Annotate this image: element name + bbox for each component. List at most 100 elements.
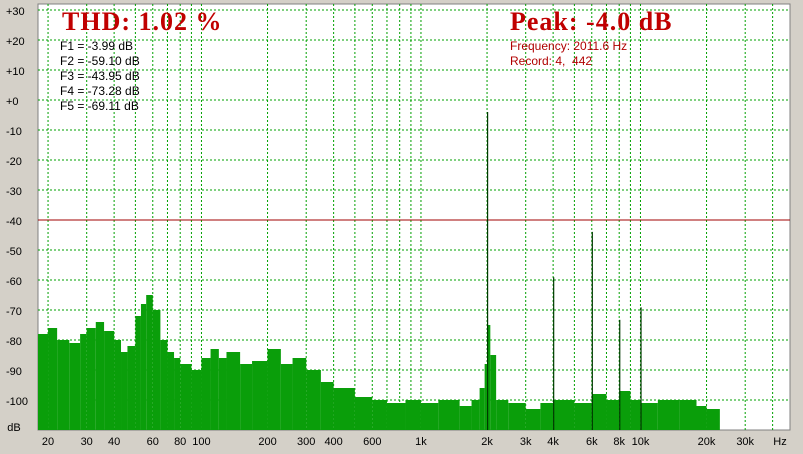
noise-bar <box>146 295 153 430</box>
noise-bar <box>496 400 509 430</box>
noise-bar <box>386 403 406 430</box>
x-tick-label: 20 <box>42 436 54 448</box>
y-axis-label: dB <box>7 422 20 434</box>
noise-bar <box>508 403 526 430</box>
x-tick-label: 600 <box>363 436 381 448</box>
noise-bar <box>405 400 421 430</box>
noise-bar <box>174 358 181 430</box>
noise-bar <box>479 388 485 430</box>
x-tick-label: 60 <box>147 436 159 448</box>
y-tick-label: -100 <box>6 396 28 408</box>
x-tick-label: 400 <box>324 436 342 448</box>
y-tick-label: -70 <box>6 306 22 318</box>
x-tick-label: 30 <box>81 436 93 448</box>
noise-bar <box>121 352 128 430</box>
x-tick-label: 2k <box>481 436 493 448</box>
x-tick-label: 10k <box>632 436 650 448</box>
harmonic-readout: F5 = -69.11 dB <box>60 99 139 113</box>
noise-bar <box>80 334 87 430</box>
x-tick-label: 80 <box>174 436 186 448</box>
y-tick-label: +0 <box>6 96 19 108</box>
y-tick-label: -40 <box>6 216 22 228</box>
noise-bar <box>48 328 58 430</box>
x-tick-label: 6k <box>586 436 598 448</box>
x-tick-label: 1k <box>415 436 427 448</box>
noise-bar <box>86 328 96 430</box>
noise-bar <box>38 334 49 430</box>
noise-bar <box>191 370 202 430</box>
noise-bar <box>95 322 105 430</box>
noise-bar <box>226 352 241 430</box>
y-tick-label: -90 <box>6 366 22 378</box>
x-tick-label: 300 <box>297 436 315 448</box>
noise-bar <box>606 400 620 430</box>
noise-bar <box>140 304 147 430</box>
y-tick-label: -20 <box>6 156 22 168</box>
x-axis-label: Hz <box>773 436 786 448</box>
y-tick-label: -50 <box>6 246 22 258</box>
noise-bar <box>574 403 592 430</box>
noise-bar <box>57 340 70 430</box>
noise-bar <box>218 358 227 430</box>
noise-bar <box>292 358 307 430</box>
y-tick-label: -30 <box>6 186 22 198</box>
noise-bar <box>459 406 472 430</box>
noise-bar <box>167 352 175 430</box>
noise-bar <box>114 340 122 430</box>
peak-readout: Peak: -4.0 dB <box>510 7 673 36</box>
y-tick-label: -60 <box>6 276 22 288</box>
noise-bar <box>640 403 658 430</box>
noise-bar <box>210 349 219 430</box>
noise-bar <box>333 388 355 430</box>
noise-bar <box>484 364 488 430</box>
x-tick-label: 200 <box>258 436 276 448</box>
y-tick-label: +10 <box>6 66 25 78</box>
noise-bar <box>240 364 253 430</box>
frequency-readout: Frequency: 2011.6 Hz <box>510 39 627 53</box>
thd-readout: THD: 1.02 % <box>62 7 223 36</box>
x-tick-label: 30k <box>736 436 754 448</box>
noise-bar <box>372 400 387 430</box>
y-tick-label: +20 <box>6 36 25 48</box>
noise-bar <box>354 397 373 430</box>
x-tick-label: 100 <box>192 436 210 448</box>
noise-bar <box>706 409 720 430</box>
x-tick-label: 3k <box>520 436 532 448</box>
noise-bar <box>252 361 268 430</box>
noise-bar <box>591 394 607 430</box>
noise-bar <box>490 355 497 430</box>
noise-bar <box>540 403 554 430</box>
noise-bar <box>135 316 141 430</box>
harmonic-readout: F4 = -73.28 dB <box>60 84 140 98</box>
noise-bar <box>696 406 707 430</box>
noise-bar <box>525 409 541 430</box>
noise-bar <box>471 400 480 430</box>
noise-bar <box>280 364 293 430</box>
noise-bar <box>267 349 281 430</box>
noise-bar <box>160 340 168 430</box>
y-tick-label: -10 <box>6 126 22 138</box>
record-readout: Record: 4, 442 <box>510 54 592 68</box>
noise-bar <box>420 403 439 430</box>
noise-bar <box>104 331 115 430</box>
harmonic-readout: F3 = -43.95 dB <box>60 69 140 83</box>
noise-bar <box>438 400 460 430</box>
y-tick-label: +30 <box>6 6 25 18</box>
noise-bar <box>657 400 680 430</box>
plot-layer <box>38 4 790 430</box>
noise-bar <box>487 325 491 430</box>
x-tick-label: 8k <box>613 436 625 448</box>
noise-bar <box>619 391 631 430</box>
y-tick-label: -80 <box>6 336 22 348</box>
noise-bar <box>180 364 192 430</box>
x-tick-label: 40 <box>108 436 120 448</box>
harmonic-readout: F2 = -59.10 dB <box>60 54 140 68</box>
noise-bar <box>127 346 136 430</box>
noise-bar <box>630 400 641 430</box>
noise-bar <box>152 310 161 430</box>
x-tick-label: 20k <box>698 436 716 448</box>
noise-bar <box>679 400 697 430</box>
x-tick-label: 4k <box>547 436 559 448</box>
noise-bar <box>320 382 334 430</box>
